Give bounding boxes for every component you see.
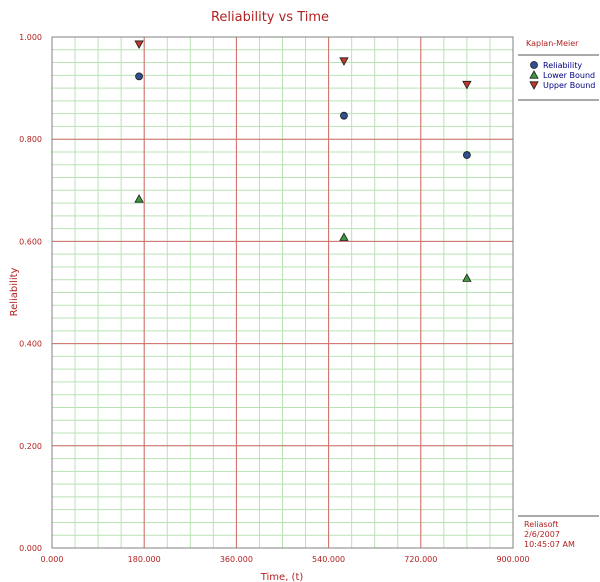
legend-marker-reliability [530,61,538,69]
upper-bound-point [462,80,472,90]
stamp-time: 10:45:07 AM [524,540,575,549]
x-tick-label: 540.000 [312,555,345,564]
legend-marker-lower-bound [529,70,539,79]
lower-bound-point [134,194,144,203]
upper-bound-point [134,40,144,49]
legend-label-lower-bound: Lower Bound [543,71,595,80]
x-tick-label: 0.000 [41,555,64,564]
x-tick-label: 900.000 [496,555,529,564]
upper-bound-point [339,57,349,66]
lower-bound-point [339,232,349,241]
y-axis-ticks: 0.000 0.200 0.400 0.600 0.800 1.000 [19,33,42,553]
plot-frame [51,36,514,549]
y-tick-label: 0.600 [19,237,42,246]
y-tick-label: 0.400 [19,340,42,349]
stamp-date: 2/6/2007 [524,530,560,539]
chart-title: Reliability vs Time [211,10,329,25]
y-axis-label: Reliability [9,267,20,316]
y-tick-label: 1.000 [19,33,42,42]
legend-label-upper-bound: Upper Bound [543,81,595,90]
lower-bound-point [462,273,472,282]
reliability-point [462,151,471,159]
plot-grid [52,37,513,548]
reliability-point [340,111,348,120]
y-tick-label: 0.200 [19,442,42,451]
x-tick-label: 180.000 [128,555,161,564]
reliability-point [135,72,143,81]
stamp-company: Reliasoft [524,520,558,529]
timestamp: Reliasoft 2/6/2007 10:45:07 AM [518,515,599,549]
x-axis-ticks: 0.000 180.000 360.000 540.000 720.000 900.000 [41,555,530,564]
x-tick-label: 720.000 [404,555,437,564]
data-points [134,40,472,282]
x-axis-label: Time, (t) [260,572,304,582]
legend-marker-upper-bound [529,81,539,90]
x-tick-label: 360.000 [220,555,253,564]
y-tick-label: 0.000 [19,544,42,553]
y-tick-label: 0.800 [19,135,42,144]
legend-label-reliability: Reliability [543,61,582,70]
legend-title: Kaplan-Meier [526,39,579,48]
